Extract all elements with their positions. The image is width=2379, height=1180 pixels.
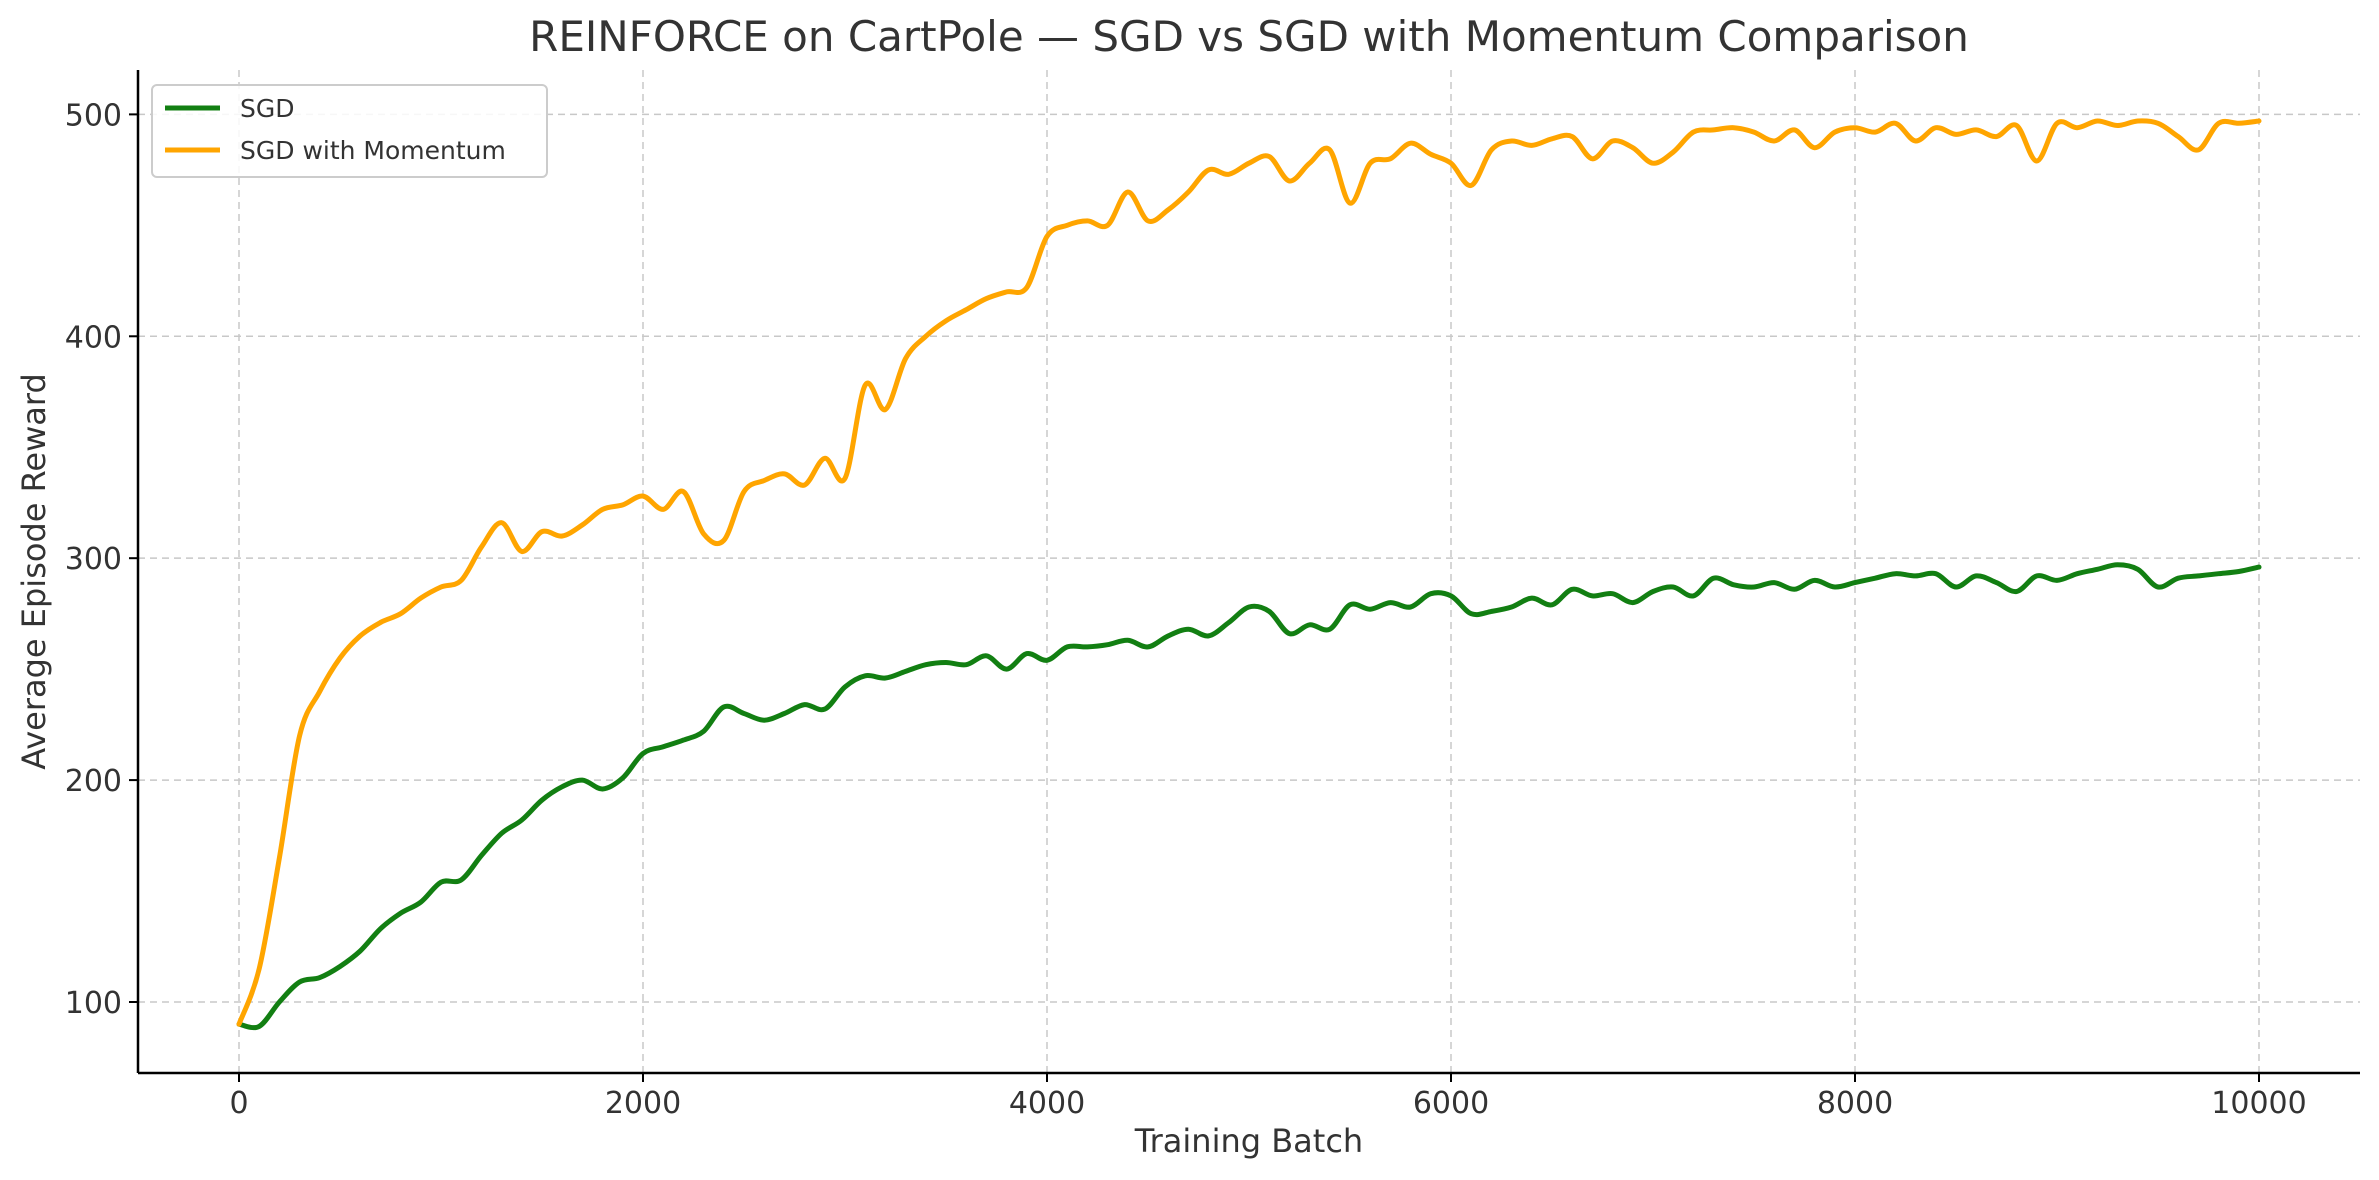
y-tick-label: 100	[65, 986, 122, 1021]
series-line-sgd	[236, 562, 2262, 1031]
chart-title: REINFORCE on CartPole — SGD vs SGD with …	[529, 12, 1969, 61]
x-tick-label: 10000	[2211, 1086, 2306, 1121]
x-tick-label: 0	[229, 1086, 248, 1121]
y-tick-label: 400	[65, 320, 122, 355]
grid-lines	[138, 70, 2360, 1073]
y-tick-label: 200	[65, 764, 122, 799]
series-line-sgd-momentum	[236, 118, 2262, 1027]
legend-label: SGD	[240, 94, 295, 123]
tick-labels: 0 2000 4000 6000 8000 10000 100 200 300 400 500	[65, 98, 2307, 1121]
series-layer	[236, 118, 2262, 1031]
legend: SGD SGD with Momentum	[151, 84, 548, 178]
y-tick-label: 500	[65, 98, 122, 133]
y-tick-label: 300	[65, 542, 122, 577]
x-tick-label: 8000	[1817, 1086, 1893, 1121]
x-tick-label: 4000	[1009, 1086, 1085, 1121]
legend-box	[151, 84, 548, 178]
x-tick-label: 2000	[605, 1086, 681, 1121]
x-axis-label: Training Batch	[1134, 1122, 1363, 1160]
y-axis-label: Average Episode Reward	[15, 373, 53, 770]
x-tick-label: 6000	[1413, 1086, 1489, 1121]
legend-label: SGD with Momentum	[240, 136, 506, 165]
axes	[129, 70, 2360, 1082]
